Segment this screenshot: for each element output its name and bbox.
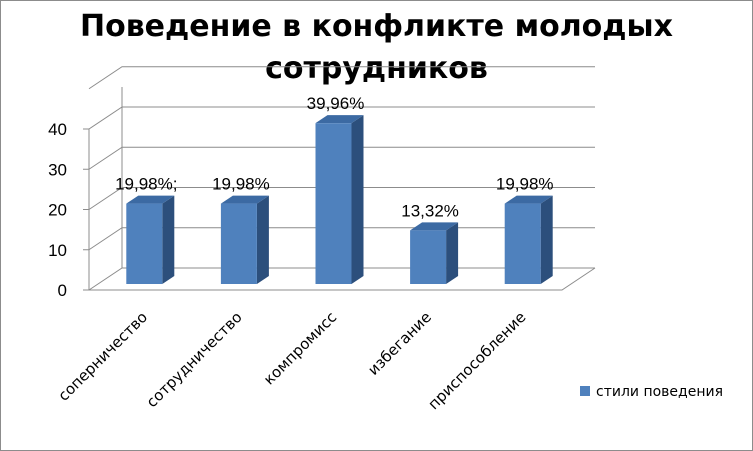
bar-front [504, 203, 541, 284]
gridline [88, 187, 595, 210]
data-label: 39,96% [307, 94, 365, 113]
legend-swatch [580, 386, 590, 396]
data-label: 19,98% [212, 175, 270, 194]
bar-top [220, 195, 269, 204]
y-tick-label: 30 [48, 160, 67, 179]
chart-title: Поведение в конфликте молодых сотруднико… [79, 9, 673, 86]
bar-top [410, 222, 459, 231]
gridline [88, 146, 595, 170]
data-label: 19,98%; [115, 175, 177, 194]
y-tick-label: 10 [48, 241, 67, 260]
category-label: приспособление [424, 308, 529, 413]
bar-front [220, 203, 257, 284]
gridline [88, 106, 595, 130]
category-label: компромисс [260, 308, 340, 388]
gridline [88, 66, 595, 90]
bar-side [162, 195, 175, 284]
bar-1 [126, 195, 175, 284]
legend-label: стили поведения [596, 384, 723, 400]
bar-3 [315, 115, 364, 284]
bar-top [315, 115, 364, 124]
bar-side [256, 195, 269, 284]
category-label: сотрудничество [143, 308, 246, 411]
y-tick-label: 0 [58, 281, 67, 300]
data-label: 13,32% [401, 201, 459, 220]
bar-4 [410, 222, 459, 284]
y-tick-label: 40 [48, 120, 67, 139]
bar-top [504, 195, 553, 204]
bar-side [446, 222, 459, 284]
bar-front [315, 123, 352, 284]
bar-top [126, 195, 175, 204]
bar-side [351, 115, 364, 284]
bar-side [540, 195, 553, 284]
data-label: 19,98% [496, 175, 554, 194]
y-tick-label: 20 [48, 201, 67, 220]
category-label: соперничество [55, 308, 152, 405]
bar-front [126, 203, 163, 284]
bar-2 [220, 195, 269, 284]
floor-edge [89, 267, 596, 291]
category-label: избегание [364, 308, 435, 379]
bar-5 [504, 195, 553, 284]
bar-front [410, 230, 447, 284]
